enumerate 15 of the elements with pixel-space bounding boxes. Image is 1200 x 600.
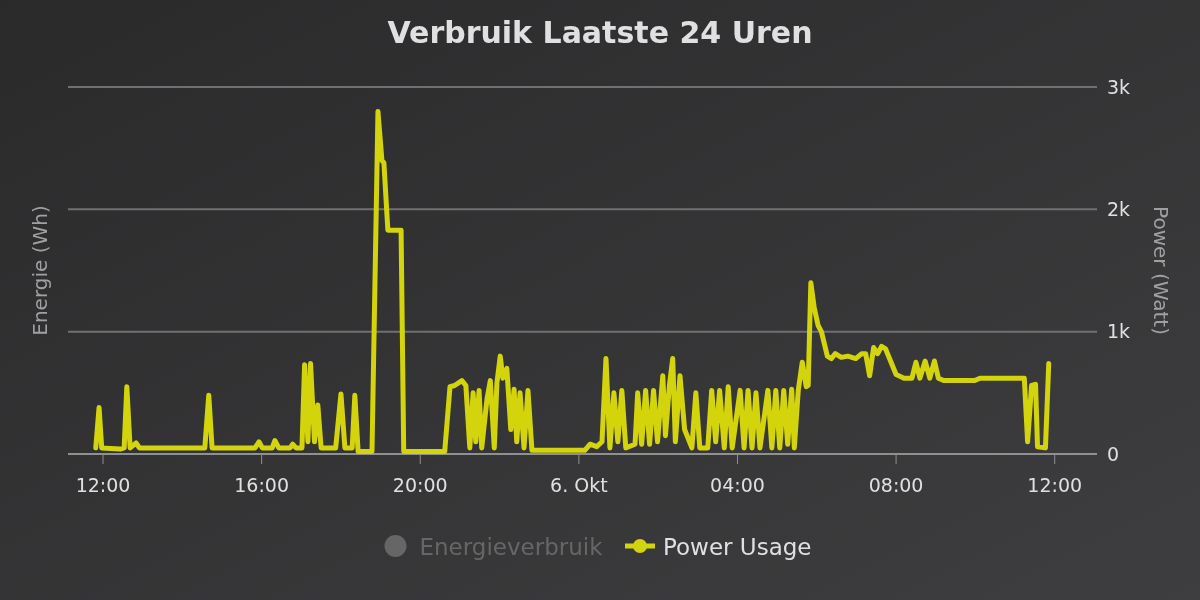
y2-tick-label: 2k (1107, 197, 1131, 220)
y-axis-title: Energie (Wh) (28, 205, 52, 336)
y2-axis-title: Power (Watt) (1149, 206, 1173, 335)
x-tick-label: 16:00 (234, 474, 290, 496)
x-tick-label: 20:00 (392, 474, 448, 496)
y2-tick-label: 0 (1107, 442, 1120, 465)
x-tick-label: 08:00 (868, 474, 924, 496)
y2-tick-label: 3k (1107, 75, 1131, 98)
x-tick-label: 04:00 (710, 474, 765, 496)
chart-title: Verbruik Laatste 24 Uren (387, 15, 813, 50)
x-tick-label: 12:00 (1027, 474, 1083, 496)
x-tick-label: 6. Okt (550, 474, 608, 496)
y2-tick-label: 1k (1107, 320, 1131, 343)
x-tick-label: 12:00 (75, 474, 131, 496)
legend-label: Power Usage (663, 534, 812, 561)
